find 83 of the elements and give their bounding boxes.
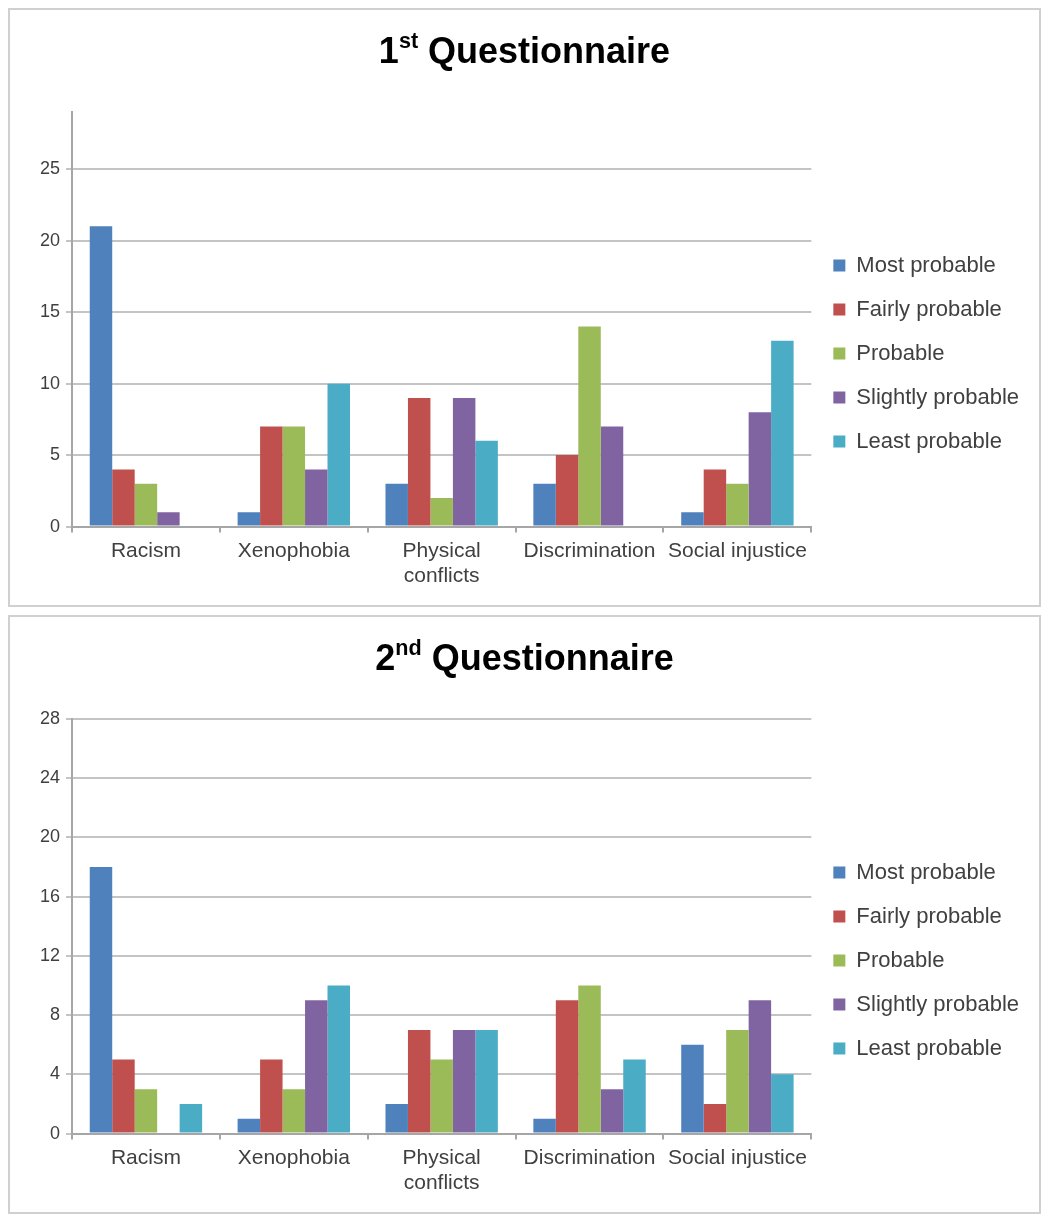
bar [600, 1089, 624, 1133]
x-tick-label: Xenophobia [237, 1145, 351, 1168]
y-tick-label: 20 [39, 826, 60, 847]
x-tick-label: Xenophobia [237, 538, 351, 561]
bar [179, 1103, 203, 1133]
bar [452, 397, 476, 526]
x-tick-label: Social injustice [667, 1145, 807, 1168]
bar [157, 512, 180, 526]
chart-title: 1$^{st}$ Questionnaire [378, 27, 671, 72]
x-tick-label: Physical conflicts [402, 1145, 481, 1194]
bar [260, 1059, 283, 1133]
legend-label: Least probable [856, 427, 1002, 453]
bar [726, 483, 749, 526]
bar [623, 1059, 646, 1133]
y-tick-label: 4 [49, 1063, 60, 1084]
legend-label: Least probable [856, 1034, 1002, 1060]
y-tick-label: 0 [49, 1122, 60, 1143]
bar [305, 1000, 328, 1133]
y-tick-label: 0 [49, 515, 60, 536]
x-tick-label: Racism [110, 538, 181, 561]
bar [771, 340, 794, 526]
y-tick-label: 8 [49, 1004, 60, 1025]
legend-label: Most probable [856, 858, 996, 884]
x-tick-label: Social injustice [667, 538, 807, 561]
x-tick-label: Discrimination [523, 538, 656, 561]
bar [748, 412, 772, 526]
bar [282, 1089, 306, 1133]
bar [430, 1059, 453, 1133]
legend-label: Fairly probable [856, 902, 1002, 928]
bar [726, 1029, 749, 1133]
bar [89, 226, 113, 526]
bar [533, 1118, 556, 1133]
bar [112, 1059, 135, 1133]
x-tick-label: Physical conflicts [402, 538, 481, 587]
bar [282, 426, 306, 526]
bar [385, 483, 408, 526]
bar [327, 985, 350, 1133]
legend-label: Slightly probable [856, 383, 1020, 409]
bar [748, 1000, 772, 1133]
bar [134, 1089, 158, 1133]
y-tick-label: 20 [39, 229, 60, 250]
bar [771, 1074, 794, 1133]
bar [578, 985, 601, 1133]
legend-label: Fairly probable [856, 295, 1002, 321]
bar [112, 469, 135, 526]
bar [89, 867, 113, 1133]
y-tick-label: 28 [39, 707, 60, 728]
bar [407, 1029, 431, 1133]
y-tick-label: 5 [49, 444, 60, 465]
chart-title: 2$^{nd}$ Questionnaire [375, 634, 674, 679]
bar [134, 483, 158, 526]
bar [452, 1029, 476, 1133]
bar [681, 512, 704, 526]
bar [533, 483, 556, 526]
bar [555, 1000, 579, 1133]
legend-label: Most probable [856, 251, 996, 277]
y-tick-label: 15 [39, 301, 60, 322]
y-tick-label: 16 [39, 885, 60, 906]
x-tick-label: Racism [110, 1145, 181, 1168]
bar [703, 469, 727, 526]
bar [703, 1103, 727, 1133]
bar [430, 498, 453, 526]
bar [681, 1044, 704, 1133]
x-tick-label: Discrimination [523, 1145, 656, 1168]
bar [600, 426, 624, 526]
bar [555, 455, 579, 526]
bar [385, 1103, 408, 1133]
bar [327, 383, 350, 526]
bar [305, 469, 328, 526]
legend-label: Probable [856, 946, 945, 972]
bar [260, 426, 283, 526]
y-tick-label: 24 [39, 767, 60, 788]
bar [475, 440, 498, 526]
bar [407, 397, 431, 526]
bar [237, 512, 261, 526]
y-tick-label: 25 [39, 158, 60, 179]
bar [237, 1118, 261, 1133]
bar [578, 326, 601, 526]
y-tick-label: 12 [39, 944, 60, 965]
legend-label: Probable [856, 339, 945, 365]
legend-label: Slightly probable [856, 990, 1020, 1016]
bar [475, 1029, 498, 1133]
y-tick-label: 10 [39, 372, 60, 393]
